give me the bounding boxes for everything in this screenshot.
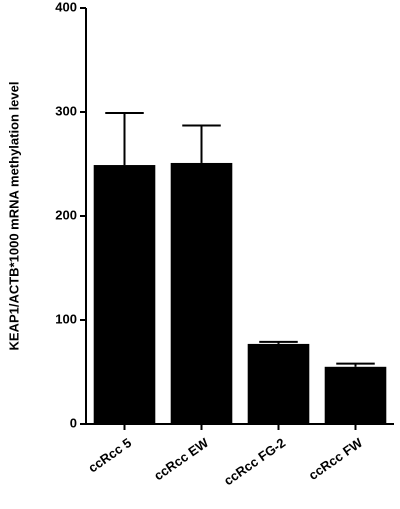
bar	[93, 165, 156, 425]
x-tick-label: ccRcc FW	[306, 435, 366, 483]
y-axis-label: KEAP1/ACTB*1000 mRNA methylation level	[6, 82, 21, 351]
y-tick-label: 0	[70, 415, 77, 430]
x-tick-label: ccRcc FG-2	[221, 435, 288, 488]
y-tick-label: 300	[55, 103, 77, 118]
error-bar	[105, 112, 144, 166]
y-tick-label: 100	[55, 311, 77, 326]
error-bar	[182, 124, 221, 163]
y-tick-label: 400	[55, 0, 77, 14]
bar	[324, 366, 387, 424]
error-bar	[259, 340, 298, 344]
y-tick-label: 200	[55, 207, 77, 222]
x-tick-label: ccRcc EW	[151, 435, 212, 484]
x-tick-label: ccRcc 5	[85, 435, 134, 475]
bar	[247, 343, 310, 424]
bar	[170, 162, 233, 424]
error-bar	[336, 362, 375, 367]
